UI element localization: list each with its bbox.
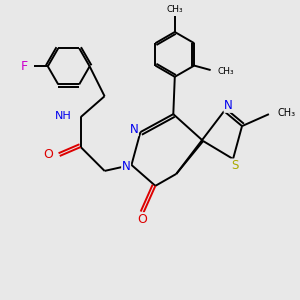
Text: O: O [43,148,53,161]
Text: O: O [137,213,147,226]
Text: N: N [130,123,138,136]
Text: CH₃: CH₃ [278,108,296,118]
Text: CH₃: CH₃ [167,5,183,14]
Text: S: S [231,159,238,172]
Text: N: N [224,99,233,112]
Text: NH: NH [55,111,72,121]
Text: F: F [21,60,28,73]
Text: N: N [122,160,130,173]
Text: CH₃: CH₃ [217,67,234,76]
